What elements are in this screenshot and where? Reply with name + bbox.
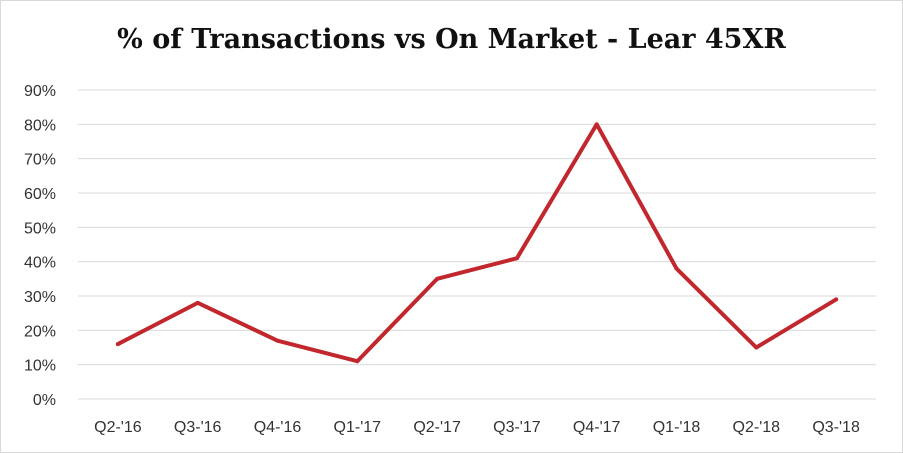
series-line [115, 122, 839, 364]
y-tick-label: 20% [24, 323, 56, 340]
data-point [594, 122, 599, 127]
x-tick-label: Q3-'18 [812, 419, 860, 436]
y-tick-label: 70% [24, 152, 56, 169]
data-point [115, 342, 120, 347]
x-tick-label: Q4-'16 [254, 419, 302, 436]
chart-title: % of Transactions vs On Market - Lear 45… [117, 24, 786, 55]
x-tick-label: Q2-'18 [733, 419, 781, 436]
y-tick-label: 80% [24, 117, 56, 134]
x-tick-label: Q1-'18 [653, 419, 701, 436]
x-tick-label: Q2-'17 [413, 419, 461, 436]
x-tick-label: Q2-'16 [94, 419, 142, 436]
y-tick-label: 40% [24, 255, 56, 272]
data-point [754, 345, 759, 350]
y-axis-tick-labels: 0% 10% 20% 30% 40% 50% 60% 70% 80% 90% [24, 83, 56, 409]
y-tick-label: 30% [24, 289, 56, 306]
y-tick-label: 60% [24, 186, 56, 203]
data-points [115, 122, 839, 364]
y-tick-label: 10% [24, 358, 56, 375]
x-tick-label: Q3-'17 [493, 419, 541, 436]
series-lines [115, 122, 839, 364]
x-tick-label: Q3-'16 [174, 419, 222, 436]
y-tick-label: 50% [24, 220, 56, 237]
x-tick-label: Q1-'17 [334, 419, 382, 436]
data-point [435, 276, 440, 281]
data-point [275, 338, 280, 343]
gridlines [78, 89, 876, 400]
data-point [195, 300, 200, 305]
data-point [834, 297, 839, 302]
y-tick-label: 0% [33, 392, 56, 409]
x-axis-tick-labels: Q2-'16 Q3-'16 Q4-'16 Q1-'17 Q2-'17 Q3-'17 Q4-'… [94, 419, 860, 436]
y-tick-label: 90% [24, 83, 56, 100]
data-point [355, 359, 360, 364]
x-tick-label: Q4-'17 [573, 419, 621, 436]
data-point [674, 266, 679, 271]
data-point [514, 256, 519, 261]
